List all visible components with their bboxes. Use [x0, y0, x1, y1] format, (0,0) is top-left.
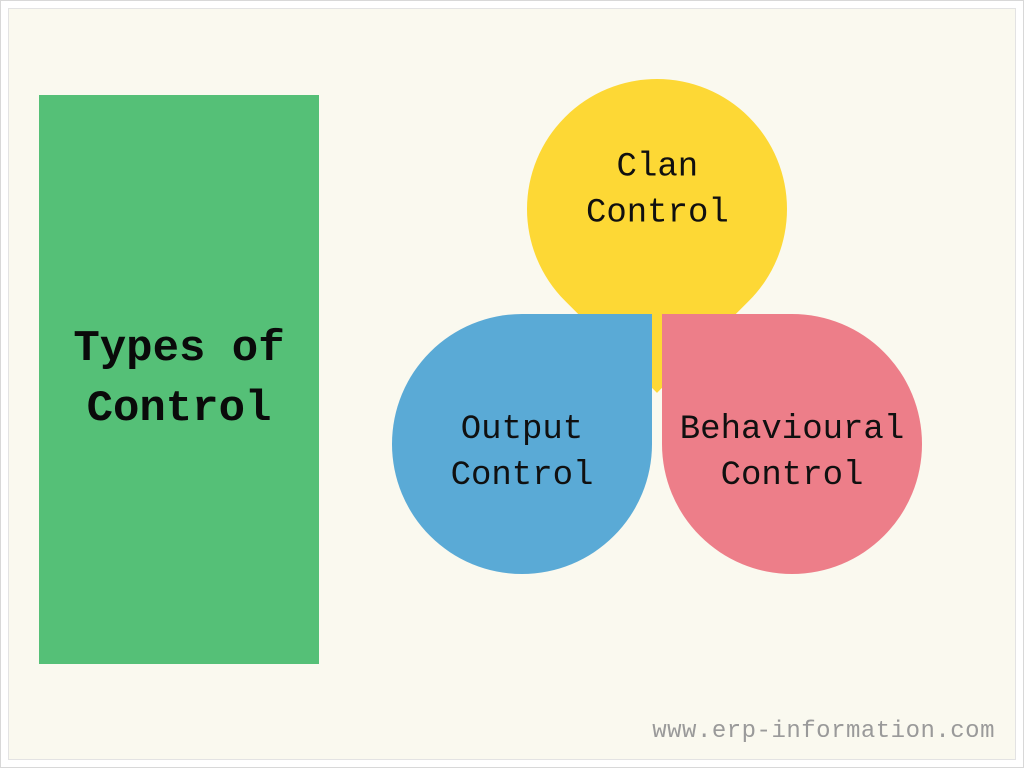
title-text: Types of Control	[73, 320, 284, 439]
title-block: Types of Control	[39, 95, 319, 664]
canvas: Types of Control Clan Control Output Con…	[8, 8, 1016, 760]
petal-clan-label: Clan Control	[586, 145, 729, 237]
petal-behavioural-label: Behavioural Control	[680, 408, 904, 500]
petal-output-label: Output Control	[451, 408, 594, 500]
outer-frame: Types of Control Clan Control Output Con…	[0, 0, 1024, 768]
footer-attribution: www.erp-information.com	[652, 718, 995, 745]
petal-output: Output Control	[392, 314, 652, 574]
petal-behavioural: Behavioural Control	[662, 314, 922, 574]
